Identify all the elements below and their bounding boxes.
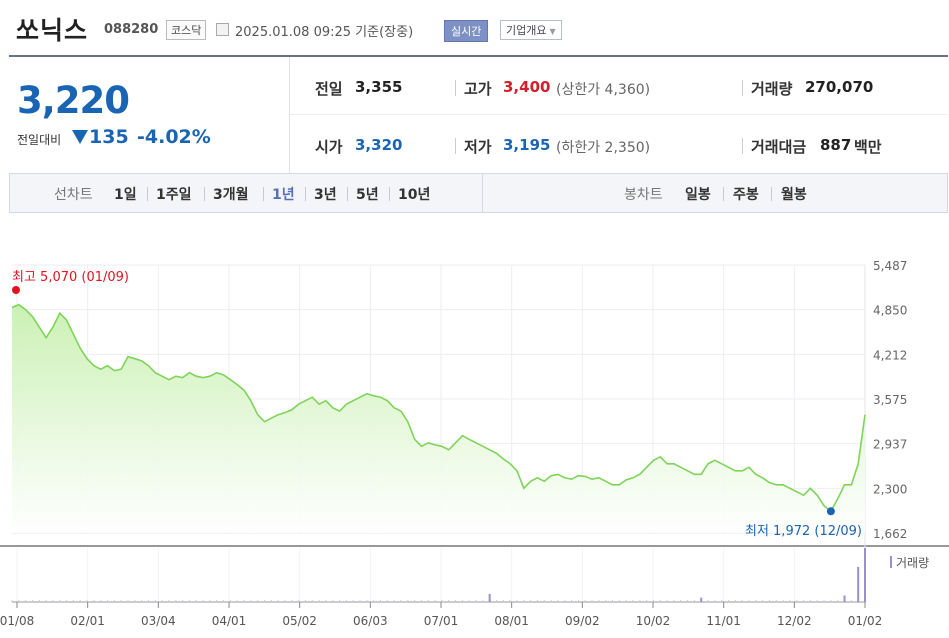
- candle-chart-label: 봉차트: [624, 187, 663, 203]
- x-tick-label: 09/02: [565, 614, 600, 628]
- quote-datetime: 2025.01.08 09:25 기준(장중): [235, 25, 414, 40]
- period-tab-10y[interactable]: 10년: [398, 187, 431, 203]
- volume-spike: [700, 597, 703, 602]
- tab-divider: [305, 187, 306, 201]
- x-tick-label: 10/02: [636, 614, 671, 628]
- prev-close-label: 전일: [315, 80, 343, 98]
- price-area-fill: [12, 304, 865, 533]
- x-tick-label: 01/08: [0, 614, 34, 628]
- stock-code: 088280: [104, 22, 159, 37]
- lower-limit: (하한가 2,350): [556, 140, 651, 156]
- chevron-down-icon: ▼: [549, 27, 556, 36]
- tab-divider: [263, 187, 264, 201]
- period-tab-1w[interactable]: 1주일: [156, 187, 192, 203]
- x-tick-label: 06/03: [353, 614, 388, 628]
- low-label: 저가: [464, 138, 492, 156]
- y-tick-label: 4,212: [873, 348, 907, 362]
- price-change: 135: [89, 126, 129, 148]
- x-tick-label: 02/01: [70, 614, 105, 628]
- volume-spike: [864, 548, 866, 602]
- tab-divider: [347, 187, 348, 201]
- min-price-label: 최저 1,972 (12/09): [745, 524, 862, 539]
- max-price-marker: [12, 286, 20, 294]
- trade-amount-unit: 백만: [854, 138, 882, 156]
- open-label: 시가: [315, 138, 343, 156]
- column-divider: [742, 138, 743, 154]
- x-tick-label: 05/02: [282, 614, 317, 628]
- y-tick-label: 5,487: [873, 259, 907, 273]
- y-tick-label: 1,662: [873, 527, 907, 541]
- summary-row-divider: [290, 114, 948, 115]
- low-value: 3,195: [503, 136, 551, 154]
- column-divider: [455, 138, 456, 154]
- summary-divider: [289, 57, 290, 173]
- compare-label: 전일대비: [17, 133, 62, 147]
- column-divider: [455, 80, 456, 96]
- price-area: [11, 303, 866, 533]
- high-value: 3,400: [503, 78, 551, 96]
- high-label: 고가: [464, 80, 492, 98]
- x-tick-label: 07/01: [424, 614, 459, 628]
- chart-period-toolbar: 선차트 1일 1주일 3개월 1년 3년 5년 10년 봉차트 일봉 주봉 월봉: [9, 173, 948, 213]
- candle-tab-monthly[interactable]: 월봉: [781, 187, 807, 203]
- company-overview-dropdown[interactable]: 기업개요 ▼: [500, 20, 562, 40]
- stock-name: 쏘닉스: [16, 16, 89, 45]
- price-change-percent: -4.02%: [137, 126, 211, 148]
- prev-close-value: 3,355: [355, 78, 403, 96]
- line-chart-label: 선차트: [54, 187, 93, 203]
- y-tick-label: 2,937: [873, 438, 907, 452]
- tab-divider: [204, 187, 205, 201]
- y-tick-label: 4,850: [873, 304, 907, 318]
- volume-legend-marker: [890, 556, 892, 568]
- x-tick-label: 08/01: [494, 614, 529, 628]
- candle-tab-daily[interactable]: 일봉: [685, 187, 711, 203]
- extreme-markers: 최고 5,070 (01/09) 최저 1,972 (12/09): [12, 270, 862, 539]
- x-tick-label: 12/02: [777, 614, 812, 628]
- trade-amount-label: 거래대금: [751, 138, 807, 156]
- period-tab-3m[interactable]: 3개월: [213, 187, 249, 203]
- volume-spike: [857, 566, 860, 602]
- x-axis-labels: 01/08 02/01 03/04 04/01 05/02 06/03 07/01 08/01…: [0, 602, 882, 628]
- volume-spike: [843, 595, 846, 602]
- y-axis-labels: 5,487 4,850 4,212 3,575 2,937 2,300 1,662: [873, 259, 907, 541]
- x-tick-label: 11/01: [706, 614, 741, 628]
- company-overview-label: 기업개요: [506, 24, 547, 37]
- trade-amount-value: 887: [820, 136, 852, 154]
- volume-legend-label: 거래량: [896, 556, 929, 570]
- period-tab-1d[interactable]: 1일: [114, 187, 137, 203]
- period-tab-1y[interactable]: 1년: [272, 187, 295, 203]
- tab-divider: [771, 187, 772, 201]
- volume-spike: [488, 593, 491, 602]
- y-tick-label: 2,300: [873, 482, 907, 496]
- upper-limit: (상한가 4,360): [556, 82, 651, 98]
- market-badge: 코스닥: [166, 20, 207, 40]
- tab-divider: [723, 187, 724, 201]
- x-tick-label: 01/02: [848, 614, 883, 628]
- realtime-button[interactable]: 실시간: [444, 20, 489, 42]
- column-divider: [742, 80, 743, 96]
- volume-bars: 거래량: [11, 548, 929, 602]
- min-price-marker: [826, 507, 835, 516]
- price-line: [11, 303, 866, 513]
- max-price-label: 최고 5,070 (01/09): [12, 270, 129, 285]
- down-triangle-icon: [72, 130, 88, 144]
- tab-divider: [389, 187, 390, 201]
- tab-divider: [147, 187, 148, 201]
- period-tab-3y[interactable]: 3년: [314, 187, 337, 203]
- calendar-icon: [216, 23, 229, 36]
- y-tick-label: 3,575: [873, 393, 907, 407]
- stock-header: 쏘닉스 088280 코스닥 2025.01.08 09:25 기준(장중) 실…: [0, 0, 949, 52]
- candle-tab-weekly[interactable]: 주봉: [733, 187, 759, 203]
- x-tick-label: 03/04: [141, 614, 176, 628]
- volume-value: 270,070: [805, 78, 874, 96]
- period-tab-5y[interactable]: 5년: [356, 187, 379, 203]
- toolbar-divider: [482, 174, 483, 212]
- open-value: 3,320: [355, 136, 403, 154]
- x-tick-label: 04/01: [212, 614, 247, 628]
- current-price: 3,220: [17, 79, 130, 122]
- volume-label: 거래량: [751, 80, 793, 98]
